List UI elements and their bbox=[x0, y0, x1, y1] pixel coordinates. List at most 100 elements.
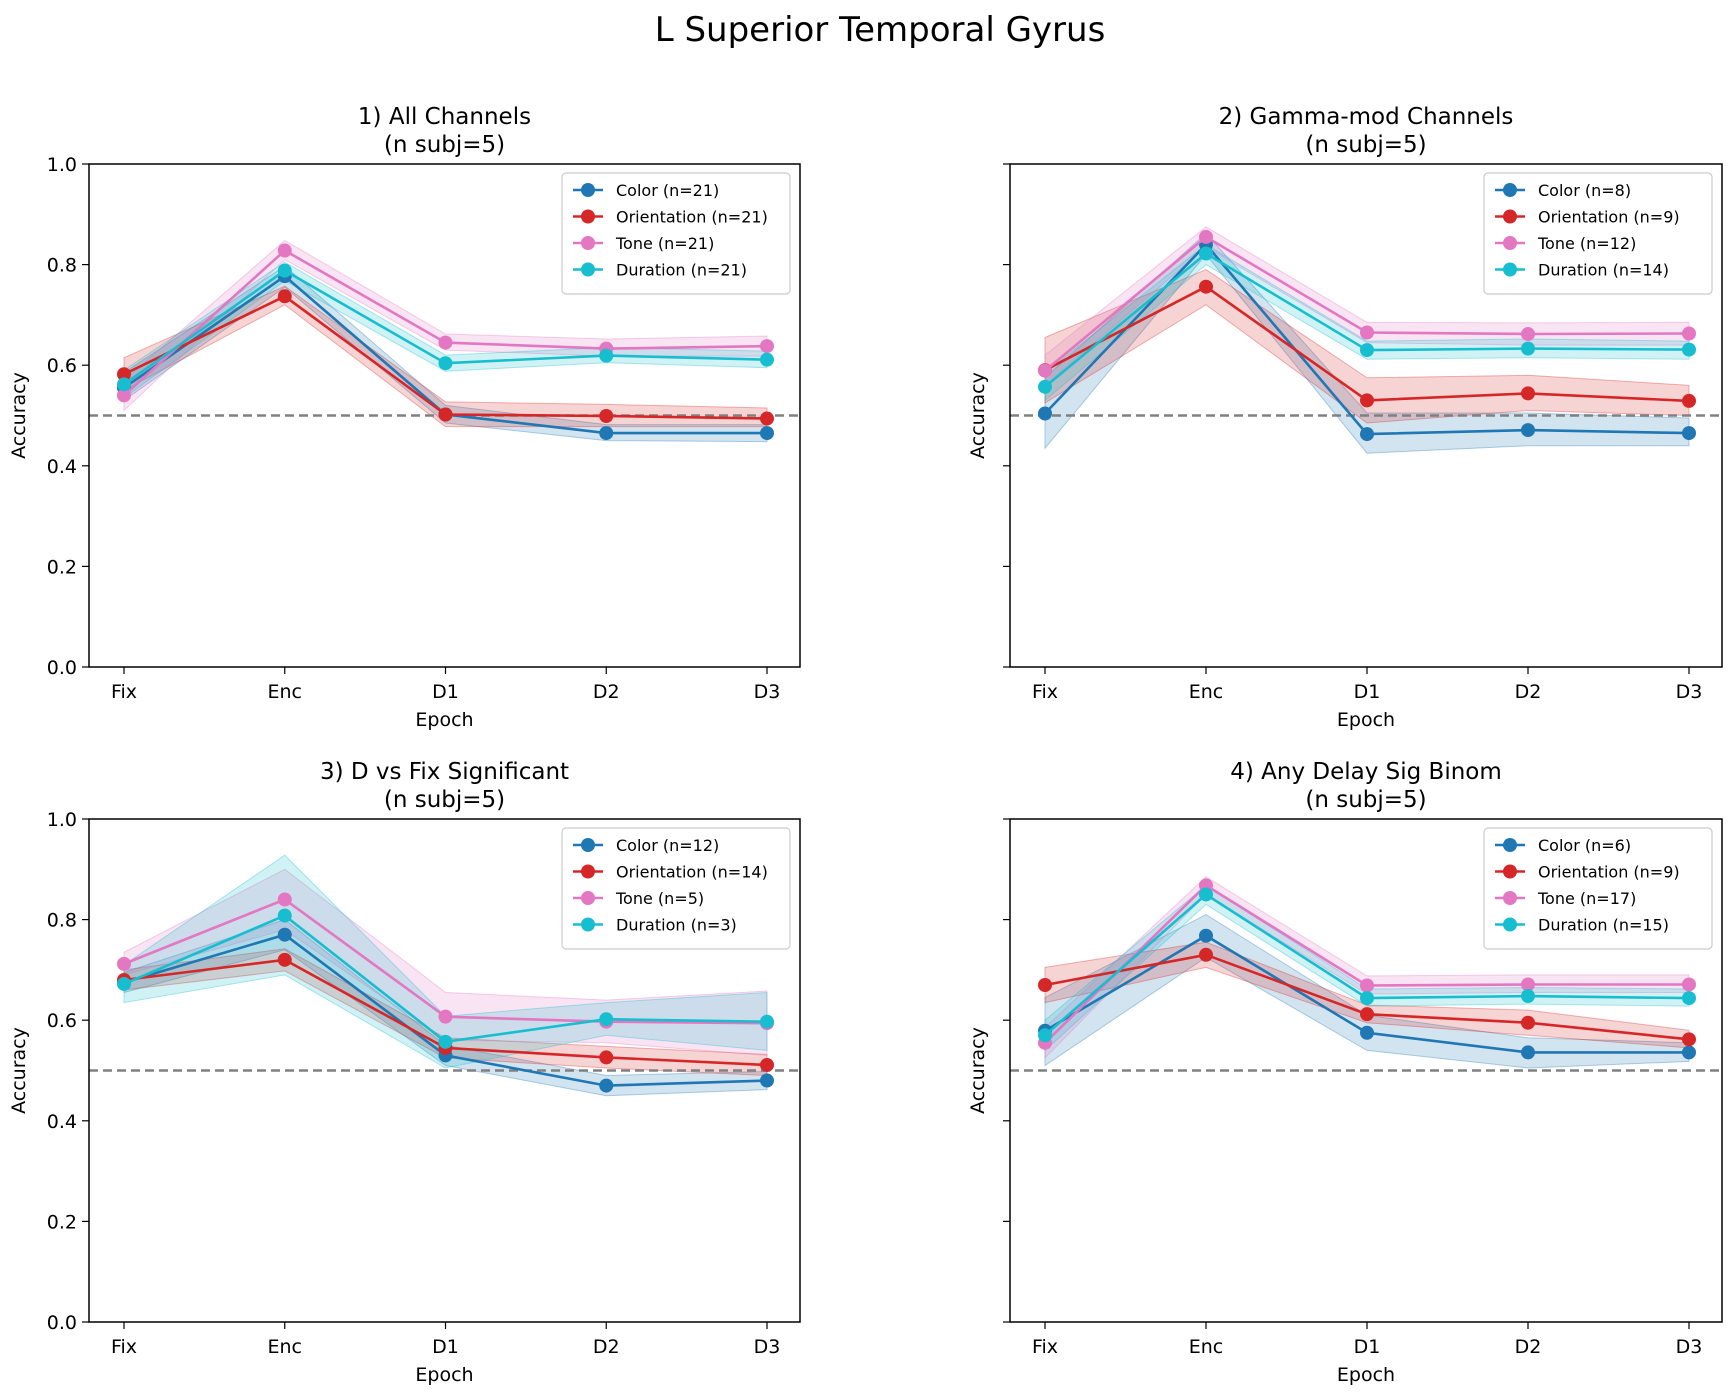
data-point-color bbox=[760, 426, 774, 441]
panel-title: 2) Gamma-mod Channels bbox=[1219, 104, 1514, 130]
data-point-color bbox=[760, 1073, 774, 1088]
axes-frame bbox=[1009, 818, 1723, 1323]
y-tick-label: 0.0 bbox=[47, 657, 77, 679]
data-point-orientation bbox=[1682, 1032, 1696, 1047]
x-tick-label: Fix bbox=[111, 1336, 137, 1358]
data-point-tone bbox=[277, 892, 292, 907]
x-tick-label: D1 bbox=[432, 681, 459, 703]
legend-swatch-marker bbox=[1503, 891, 1517, 905]
data-point-duration bbox=[117, 976, 131, 991]
x-tick-label: Fix bbox=[1032, 1336, 1058, 1358]
data-point-duration bbox=[277, 263, 292, 278]
data-point-orientation bbox=[599, 409, 614, 424]
legend-swatch-marker bbox=[1503, 917, 1517, 932]
x-tick-label: D1 bbox=[432, 1336, 459, 1358]
x-tick-label: Enc bbox=[1189, 681, 1224, 703]
legend-swatch-marker bbox=[581, 864, 595, 879]
data-point-orientation bbox=[1199, 279, 1213, 294]
legend-entry-orientation: Orientation (n=21) bbox=[616, 208, 768, 227]
panel-4: 4) Any Delay Sig Binom(n subj=5) Fix Enc D1… bbox=[967, 759, 1723, 1386]
data-point-tone bbox=[277, 243, 292, 258]
x-tick-label: Fix bbox=[1032, 681, 1058, 703]
data-point-color bbox=[1682, 1045, 1696, 1060]
data-point-duration bbox=[438, 1034, 453, 1049]
legend-entry-color: Color (n=8) bbox=[1538, 181, 1631, 200]
data-point-color bbox=[1521, 1045, 1535, 1060]
legend: Color (n=6) Orientation (n=9) Tone (n=17) D… bbox=[1483, 827, 1713, 950]
data-point-color bbox=[277, 927, 292, 942]
legend-swatch-marker bbox=[581, 183, 595, 197]
data-point-orientation bbox=[438, 407, 453, 422]
legend-swatch-marker bbox=[581, 917, 595, 932]
y-tick-label: 0.8 bbox=[47, 255, 77, 277]
legend-entry-color: Color (n=12) bbox=[616, 836, 719, 855]
panel-title: 1) All Channels bbox=[358, 104, 531, 130]
figure-suptitle: L Superior Temporal Gyrus bbox=[655, 10, 1106, 50]
legend: Color (n=8) Orientation (n=9) Tone (n=12) D… bbox=[1483, 172, 1713, 295]
data-point-orientation bbox=[1199, 947, 1213, 962]
panel-3: 3) D vs Fix Significant(n subj=5) Fix Enc D… bbox=[8, 759, 801, 1386]
data-point-duration bbox=[277, 908, 292, 923]
data-point-tone bbox=[117, 956, 131, 971]
panel-1: 1) All Channels(n subj=5) Fix Enc D1 D2 D3 0.0… bbox=[8, 104, 801, 731]
data-point-duration bbox=[1199, 887, 1213, 902]
panel-subtitle: (n subj=5) bbox=[1305, 132, 1426, 158]
data-point-duration bbox=[1038, 1028, 1052, 1043]
data-point-duration bbox=[599, 348, 614, 363]
y-tick-label: 0.4 bbox=[47, 456, 77, 478]
data-point-orientation bbox=[1360, 393, 1374, 408]
data-point-tone bbox=[760, 339, 774, 354]
x-axis-label: Epoch bbox=[415, 1364, 473, 1386]
x-tick-label: D3 bbox=[1676, 681, 1703, 703]
y-tick-label: 0.6 bbox=[47, 1010, 77, 1032]
y-axis-label: Accuracy bbox=[967, 1027, 989, 1114]
legend-entry-orientation: Orientation (n=14) bbox=[616, 863, 768, 882]
x-tick-label: D2 bbox=[593, 1336, 620, 1358]
data-point-tone bbox=[1360, 978, 1374, 993]
x-tick-label: D2 bbox=[1515, 1336, 1542, 1358]
data-point-duration bbox=[760, 352, 774, 367]
legend-swatch-marker bbox=[1503, 864, 1517, 879]
y-tick-label: 0.8 bbox=[47, 910, 77, 932]
panel-subtitle: (n subj=5) bbox=[384, 787, 505, 813]
data-point-tone bbox=[1682, 326, 1696, 341]
legend-entry-tone: Tone (n=5) bbox=[615, 889, 704, 908]
data-point-color bbox=[1199, 928, 1213, 943]
data-point-orientation bbox=[760, 411, 774, 426]
data-point-orientation bbox=[1682, 393, 1696, 408]
data-point-duration bbox=[1682, 342, 1696, 357]
panel-subtitle: (n subj=5) bbox=[384, 132, 505, 158]
x-axis-label: Epoch bbox=[1337, 709, 1395, 731]
legend: Color (n=12) Orientation (n=14) Tone (n=5)… bbox=[561, 827, 791, 950]
y-tick-label: 1.0 bbox=[47, 154, 77, 176]
y-tick-label: 0.6 bbox=[47, 355, 77, 377]
data-point-orientation bbox=[1521, 386, 1535, 401]
data-point-color bbox=[599, 426, 614, 441]
data-point-color bbox=[1521, 423, 1535, 438]
legend: Color (n=21) Orientation (n=21) Tone (n=21… bbox=[561, 172, 791, 295]
legend-swatch-marker bbox=[1503, 209, 1517, 224]
x-axis-label: Epoch bbox=[415, 709, 473, 731]
ci-band-color bbox=[123, 265, 768, 443]
legend-swatch-marker bbox=[1503, 236, 1517, 250]
legend-swatch-marker bbox=[581, 838, 595, 852]
x-tick-label: D1 bbox=[1354, 1336, 1381, 1358]
ci-band-duration bbox=[123, 261, 768, 399]
legend-box bbox=[1483, 827, 1713, 950]
panel-subtitle: (n subj=5) bbox=[1305, 787, 1426, 813]
data-point-color bbox=[599, 1078, 614, 1093]
y-tick-label: 0.0 bbox=[47, 1312, 77, 1334]
x-tick-label: D2 bbox=[1515, 681, 1542, 703]
y-axis-label: Accuracy bbox=[967, 372, 989, 459]
legend-swatch-marker bbox=[1503, 838, 1517, 852]
legend-swatch-marker bbox=[1503, 262, 1517, 277]
legend-entry-duration: Duration (n=3) bbox=[616, 916, 737, 935]
data-point-tone bbox=[1360, 325, 1374, 340]
data-point-tone bbox=[1521, 977, 1535, 992]
data-point-color bbox=[1682, 426, 1696, 441]
axes-frame bbox=[1009, 163, 1723, 668]
axes-frame bbox=[88, 163, 801, 668]
data-point-tone bbox=[1682, 977, 1696, 992]
legend-entry-tone: Tone (n=17) bbox=[1537, 889, 1636, 908]
